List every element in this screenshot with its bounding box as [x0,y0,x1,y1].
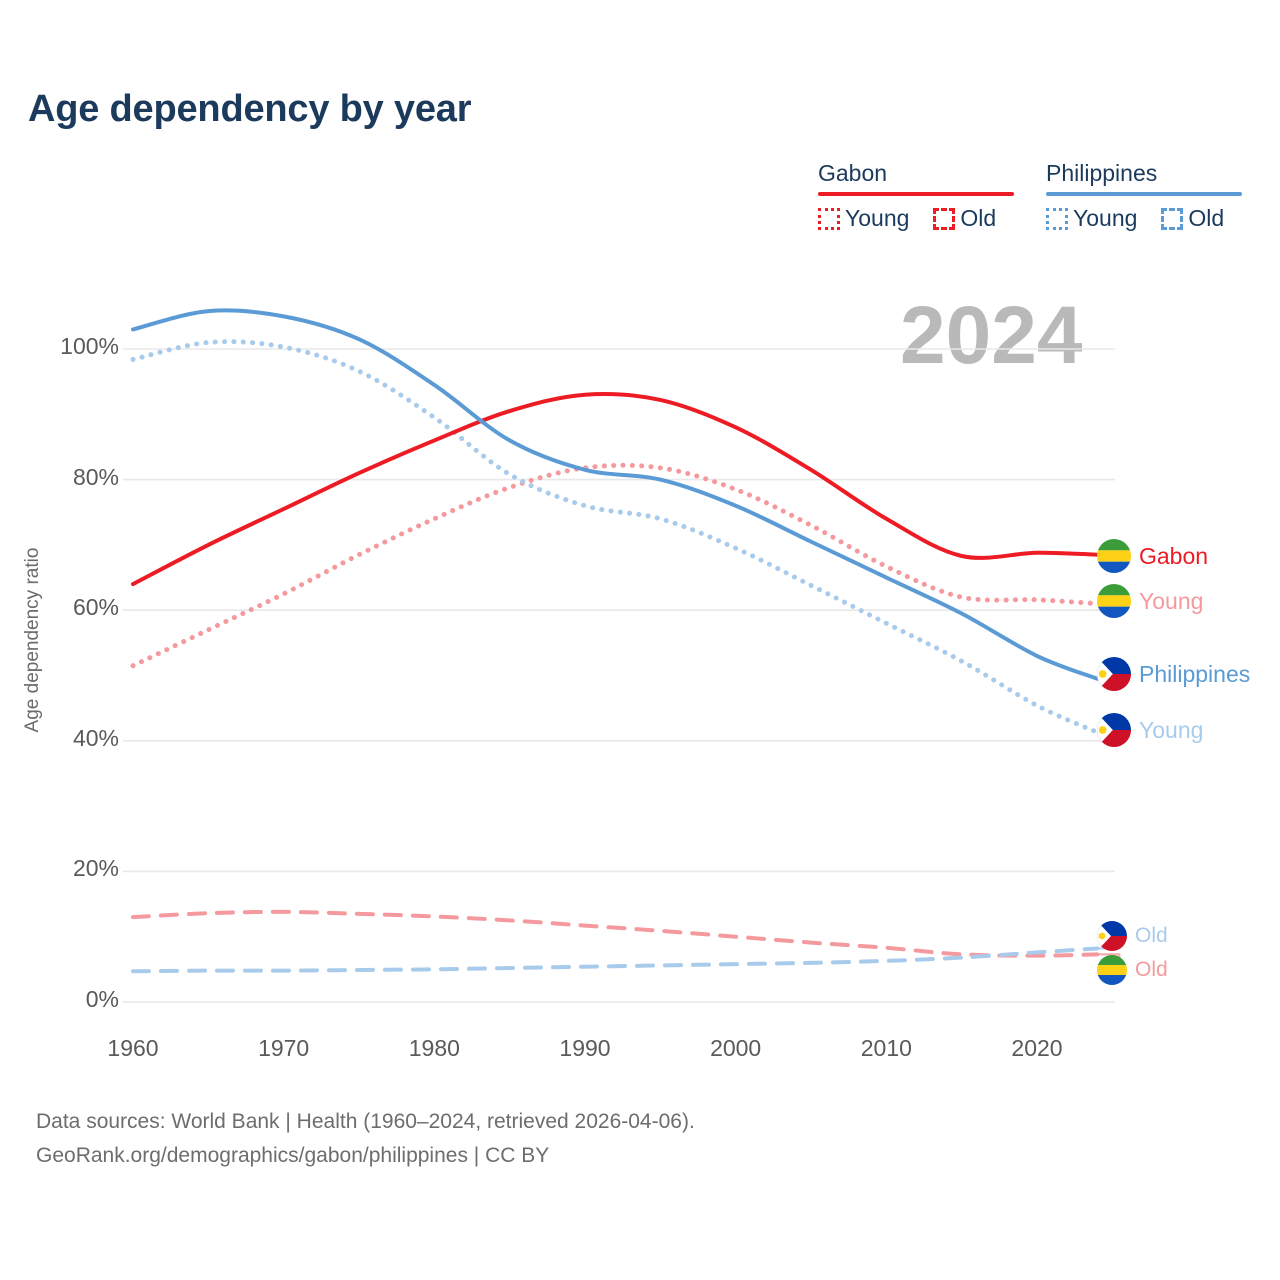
end-label-philippines-young[interactable]: Young [1097,713,1203,747]
philippines-flag-icon [1097,921,1127,951]
x-tick-1970: 1970 [258,1035,310,1061]
end-label-text: Young [1139,716,1204,743]
legend-label-gabon-young: Young [845,205,910,231]
dashed-swatch-icon [1161,207,1184,230]
philippines-flag-icon [1097,657,1131,691]
series-line-philippines[interactable] [131,308,1100,681]
dotted-swatch-icon [1046,207,1068,230]
series-line-philippines-young[interactable] [130,339,1100,735]
y-tick-20pct: 20% [72,855,119,882]
chart-series-lines [130,308,1100,974]
series-line-gabon[interactable] [131,391,1100,587]
dotted-swatch-icon [818,207,840,230]
x-tick-1960: 1960 [107,1035,159,1061]
dashed-swatch-icon [933,207,956,230]
x-tick-1990: 1990 [559,1035,611,1061]
legend-group-philippines[interactable]: Philippines Young Old [1046,160,1243,232]
end-label-gabon-gabon[interactable]: Gabon [1097,539,1208,573]
end-label-philippines-old[interactable]: Old [1097,921,1168,951]
legend-country-gabon[interactable]: Gabon [818,160,888,186]
legend-item-gabon-old[interactable]: Old [933,205,996,232]
page-title: Age dependency by year [28,88,472,130]
gabon-flag-icon [1097,539,1131,573]
end-label-gabon-young[interactable]: Young [1097,584,1203,618]
legend-underline-gabon [818,192,1015,196]
end-label-text: Old [1135,924,1168,947]
legend-label-philippines-old: Old [1188,205,1225,231]
series-line-gabon-old[interactable] [131,909,1100,958]
chart-legend: Gabon Young Old Philippines [818,160,1258,240]
x-tick-2020: 2020 [1011,1035,1063,1061]
end-label-text: Philippines [1139,660,1251,687]
legend-item-philippines-old[interactable]: Old [1161,205,1224,232]
x-tick-2010: 2010 [860,1035,912,1061]
legend-country-philippines[interactable]: Philippines [1046,160,1158,186]
legend-group-gabon[interactable]: Gabon Young Old [818,160,1015,232]
series-line-philippines-old[interactable] [131,946,1100,974]
legend-label-philippines-young: Young [1073,205,1138,231]
footer-url-license[interactable]: GeoRank.org/demographics/gabon/philippin… [36,1144,550,1168]
y-tick-60pct: 60% [72,594,119,621]
y-tick-80pct: 80% [72,463,119,490]
end-label-text: Old [1135,958,1168,981]
legend-underline-philippines [1046,192,1243,196]
legend-item-gabon-young[interactable]: Young [818,205,909,232]
legend-item-philippines-young[interactable]: Young [1046,205,1137,232]
series-line-gabon-young[interactable] [130,462,1100,669]
chart-gridlines [123,348,1115,1003]
y-tick-40pct: 40% [72,724,119,751]
end-label-philippines-philippines[interactable]: Philippines [1097,657,1250,691]
footer-attribution: Data sources: World Bank | Health (1960–… [36,1105,695,1173]
y-tick-100pct: 100% [60,333,119,359]
end-label-text: Young [1139,587,1204,614]
end-label-gabon-old[interactable]: Old [1097,955,1168,985]
footer-data-sources: Data sources: World Bank | Health (1960–… [36,1110,695,1133]
x-tick-1980: 1980 [408,1035,460,1061]
x-tick-2000: 2000 [710,1035,762,1061]
philippines-flag-icon [1097,713,1131,747]
year-watermark: 2024 [900,290,1083,381]
y-tick-0pct: 0% [85,986,119,1012]
gabon-flag-icon [1097,584,1131,618]
legend-label-gabon-old: Old [960,205,997,231]
end-label-text: Gabon [1139,542,1209,569]
gabon-flag-icon [1097,955,1127,985]
